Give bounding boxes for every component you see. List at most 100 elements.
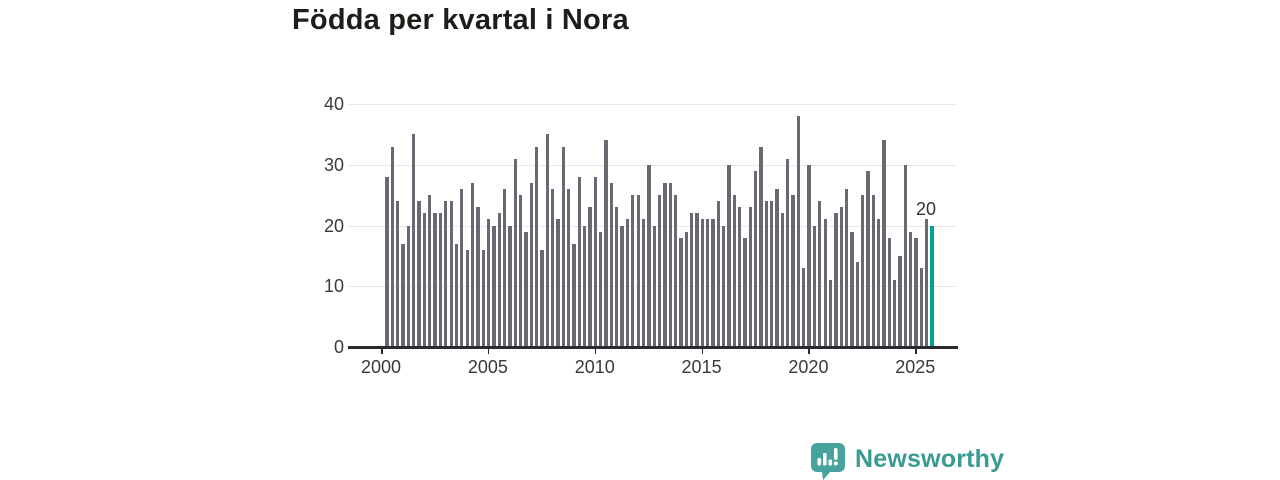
bar: [711, 219, 715, 347]
bar: [492, 225, 496, 347]
bar: [647, 164, 651, 347]
x-axis-tick-2010: [594, 348, 597, 354]
bar: [449, 201, 453, 347]
x-axis-tick-2000: [381, 348, 383, 354]
newsworthy-logo: Newsworthy: [808, 440, 1004, 480]
bar: [529, 182, 533, 347]
bar: [390, 146, 395, 347]
bar: [465, 249, 469, 347]
bar: [412, 134, 416, 347]
bar: [834, 213, 838, 347]
y-axis-label-20: 20: [323, 215, 344, 236]
bar: [748, 207, 753, 347]
bar: [850, 231, 854, 347]
bar: [876, 219, 881, 347]
bar: [796, 116, 801, 347]
bar: [460, 189, 464, 347]
y-axis-label-0: 0: [333, 337, 344, 357]
newsworthy-wordmark: Newsworthy: [855, 445, 1005, 473]
newsworthy-speech-bubble-chart-icon: [808, 440, 848, 480]
bar: [914, 237, 918, 347]
bar: [428, 195, 432, 347]
bar: [631, 195, 635, 347]
bar: [657, 195, 662, 347]
bar: [636, 195, 640, 347]
bar: [502, 189, 507, 347]
bar: [892, 280, 897, 347]
bar: [673, 195, 678, 347]
bar: [823, 219, 827, 347]
bar: [807, 164, 811, 347]
y-axis-label-30: 30: [323, 154, 344, 175]
x-axis-label-2005: 2005: [467, 357, 508, 377]
bar: [770, 201, 774, 347]
highlight-value-label: 20: [916, 199, 937, 219]
bar: [925, 219, 929, 347]
bar: [722, 225, 726, 347]
bar: [604, 140, 608, 347]
bar: [866, 170, 870, 347]
bar: [641, 219, 646, 347]
bar: [524, 231, 528, 347]
gridline-y-30: [348, 164, 957, 166]
bar: [567, 189, 571, 347]
bar: [898, 255, 902, 347]
bar: [743, 237, 747, 347]
bar: [625, 219, 630, 347]
bar: [738, 207, 742, 347]
bar: [887, 237, 891, 347]
bar: [401, 243, 405, 347]
x-axis-line: [348, 346, 958, 349]
x-axis-tick-2020: [808, 348, 811, 354]
gridline-y-40: [348, 104, 957, 105]
bar: [476, 207, 480, 347]
bar: [871, 195, 875, 347]
gridline-y-20: [348, 225, 957, 227]
bar: [572, 243, 576, 347]
bar: [668, 182, 672, 347]
bar: [775, 189, 779, 347]
bar: [406, 225, 411, 347]
bar: [481, 249, 485, 347]
bar: [909, 231, 913, 347]
gridline-y-10: [348, 286, 957, 288]
bar: [689, 213, 694, 347]
y-axis-label-40: 40: [323, 94, 344, 114]
bar: [422, 213, 427, 347]
bar: [438, 213, 443, 347]
bar: [791, 195, 795, 347]
bar: [433, 213, 437, 347]
bar: [444, 201, 448, 347]
bar: [754, 170, 758, 347]
x-axis-tick-2025: [915, 348, 917, 354]
bar: [732, 195, 736, 347]
bar: [812, 225, 817, 347]
bar: [615, 207, 619, 347]
bar: [919, 268, 923, 347]
bar: [828, 280, 833, 347]
bar: [818, 201, 822, 347]
bar: [700, 219, 704, 347]
bar: [599, 231, 603, 347]
bar: [716, 201, 720, 347]
x-axis-label-2015: 2015: [681, 357, 722, 377]
bar: [786, 158, 790, 347]
bar: [609, 182, 614, 347]
bar: [780, 213, 785, 347]
bar: [396, 201, 400, 347]
bar: [727, 164, 731, 347]
bar: [679, 237, 683, 347]
bar: [855, 261, 859, 347]
bar: [588, 207, 592, 347]
x-axis-label-2020: 2020: [788, 357, 829, 377]
bar: [593, 176, 598, 347]
bar: [839, 207, 843, 347]
bar: [705, 219, 710, 347]
bar: [844, 189, 849, 347]
bar: [561, 146, 566, 347]
bar: [802, 268, 806, 347]
bar: [556, 219, 560, 347]
bar: [513, 158, 517, 347]
bar: [583, 225, 587, 347]
